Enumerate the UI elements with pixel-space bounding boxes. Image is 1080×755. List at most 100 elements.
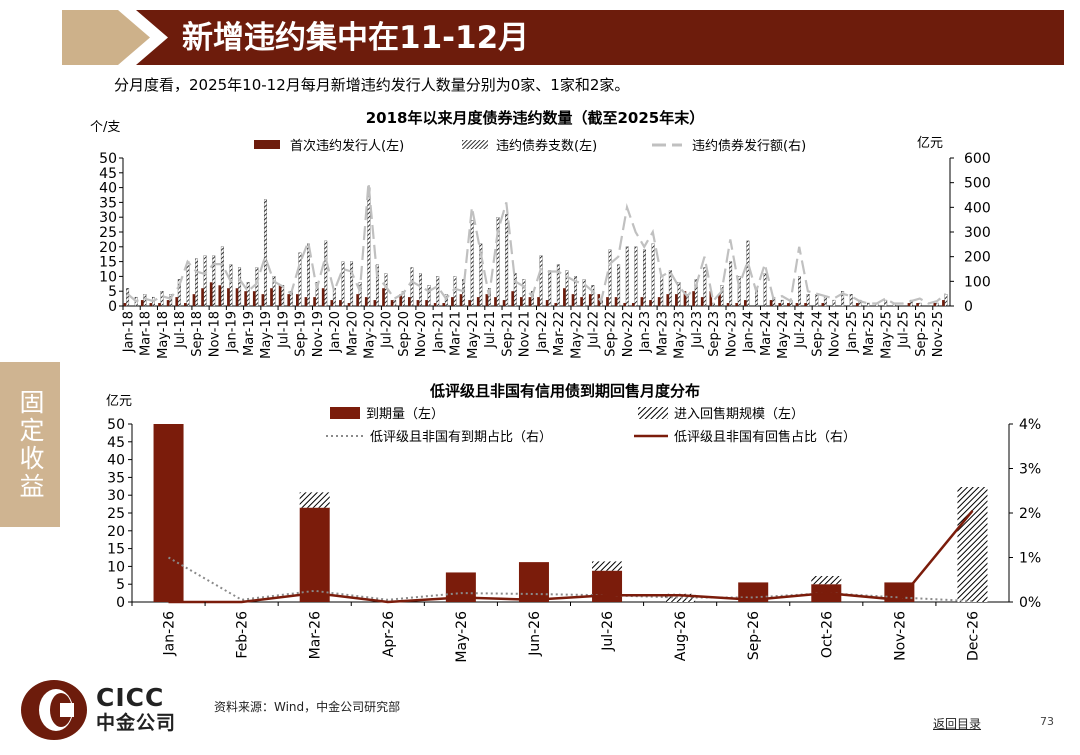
chart1-x-tick-label: Jul-19 [276,311,291,349]
chart1-bar-default-bonds [823,296,827,307]
chart1-bar-first-default [442,303,446,306]
chart1-x-tick-label: Jan-24 [742,311,757,353]
chart2-title: 低评级且非国有信用债到期回售月度分布 [429,382,700,400]
chart1-bar-first-default [175,297,178,306]
chart1-y-left-tick-label: 20 [99,240,117,256]
chart1-bar-first-default [295,294,299,306]
legend-label-maturity: 到期量（左） [366,407,444,422]
page-title: 新增违约集中在11-12月 [182,20,530,56]
chart1-bar-default-bonds [470,220,474,307]
chart1-bar-first-default [580,297,583,306]
chart1-bar-first-default [373,300,377,306]
chart1-y-left-tick-label: 30 [99,210,117,226]
chart1-bar-default-bonds [195,258,198,307]
chart1-bar-default-bonds [419,273,422,307]
chart1-bar-default-bonds [393,299,397,307]
chart1-bar-default-bonds [160,291,164,307]
chart1-bar-first-default [459,294,463,306]
chart1-bar-first-default [502,300,506,306]
chart1-x-tick-label: Jul-18 [173,311,188,349]
chart1-x-tick-label: Mar-18 [139,311,154,356]
chart1-bar-default-bonds [780,299,784,307]
chart1-x-tick-label: Jul-24 [793,311,808,349]
chart1-bar-first-default [382,288,385,306]
chart1-bar-first-default [451,297,454,306]
chart1-bar-first-default [640,297,644,306]
chart2-y-left-tick-label: 25 [107,506,125,522]
chart2-x-tick-label: Sep-26 [746,611,762,660]
chart1-bar-first-default [166,300,170,306]
chart1-bar-default-bonds [677,282,681,307]
chart1-bar-first-default [209,282,213,306]
chart1-bar-default-bonds [703,267,707,307]
chart1-y-left-unit: 个/支 [90,120,120,135]
chart2-bar-maturity [738,582,769,602]
chart1-bar-first-default [743,300,747,306]
chart1-x-tick-label: May-19 [259,311,274,359]
chart1-x-tick-label: Jul-20 [380,311,395,349]
chart1-bar-first-default [537,297,540,306]
chart1-y-left-tick-label: 50 [99,151,117,167]
chart1-bar-first-default [304,297,308,306]
logo-text-cn: 中金公司 [96,712,177,734]
chart1-bar-default-bonds [720,285,724,307]
back-to-contents-link[interactable]: 返回目录 [933,717,982,731]
chart2-y-right-tick-label: 4% [1019,417,1041,433]
chart1-bar-default-bonds [410,267,414,307]
chart2-bar-putback [665,593,696,602]
chart2-y-left-tick-label: 35 [107,470,125,486]
chart1-bar-first-default [709,291,713,306]
chart1-bar-default-bonds [350,261,354,307]
chart1-bar-first-default [261,294,265,306]
chart1-y-right-tick-label: 600 [964,151,991,167]
side-tab-label: 固定收益 [16,388,45,501]
chart1-bar-default-bonds [918,302,922,307]
chart1-bar-default-bonds [298,252,302,307]
header-band [62,10,1064,65]
chart1-bar-default-bonds [660,276,664,307]
chart1-bar-default-bonds [229,264,233,307]
legend-label-first-default: 首次违约发行人(左) [290,138,404,154]
chart1-y-left-tick-label: 45 [99,166,117,182]
chart1-bar-first-default [433,303,437,306]
chart1-bar-default-bonds [763,273,767,307]
chart1-x-tick-label: Sep-22 [604,311,619,357]
chart1-x-tick-label: Mar-20 [345,311,360,356]
chart1-bar-default-bonds [462,279,466,307]
chart2-x-tick-label: Mar-26 [308,611,324,659]
chart1-bar-first-default [390,300,394,306]
chart1-y-left-tick-label: 10 [99,269,117,285]
chart1-bar-default-bonds [565,270,569,307]
chart1-bar-default-bonds [263,199,267,307]
chart1-bar-default-bonds [608,249,612,307]
chart2-y-right-tick-label: 2% [1019,506,1041,522]
chart1-bar-first-default [321,288,325,306]
chart1-bar-default-bonds [444,294,448,307]
chart1-x-tick-label: Jan-18 [121,311,136,353]
chart1-y-right-tick-label: 0 [964,299,973,315]
chart1-bar-default-bonds [867,302,870,307]
chart2-x-tick-label: Aug-26 [673,611,689,661]
chart1-bar-default-bonds [315,282,319,307]
chart1-line-default-amount [126,182,947,305]
chart1-bar-default-bonds [186,261,190,307]
chart1-x-tick-label: May-23 [673,311,688,359]
chart1-bar-first-default [528,297,532,306]
chart1-bar-first-default [270,288,273,306]
chart1-bar-first-default [494,297,497,306]
chart1-bar-default-bonds [944,294,948,307]
chart1-bar-first-default [278,285,282,306]
chart1-bar-first-default [795,303,799,306]
chart1-bar-first-default [519,297,523,306]
chart1-bar-first-default [778,303,782,306]
chart1-bar-first-default [821,303,825,306]
chart2-bar-maturity [884,582,915,602]
chart1-bar-default-bonds [841,291,845,307]
chart1-bar-first-default [933,303,937,306]
chart1-x-tick-label: Nov-23 [724,311,739,357]
chart1-bar-first-default [339,300,342,306]
chart1-bar-default-bonds [574,276,578,307]
side-tab[interactable] [0,362,60,527]
chart1-bar-default-bonds [694,279,698,307]
chart2-y-left-tick-label: 5 [116,577,125,593]
